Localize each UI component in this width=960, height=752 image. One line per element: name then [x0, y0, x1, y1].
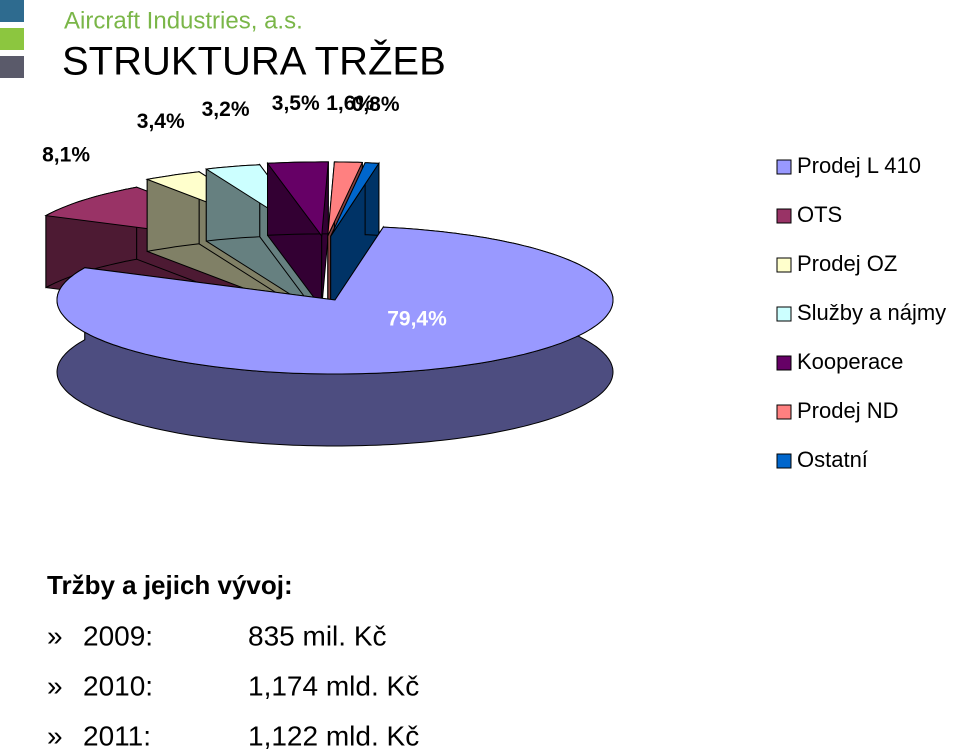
- legend-swatch: [776, 208, 792, 224]
- legend-label: Služby a nájmy: [797, 300, 946, 325]
- legend-label: Ostatní: [797, 447, 868, 472]
- data-label: 3,4%: [137, 110, 185, 133]
- slice: [56, 225, 614, 447]
- deco-square: [0, 56, 24, 78]
- slice-top: [330, 162, 380, 237]
- year: 2010:: [83, 670, 153, 701]
- year: 2009:: [83, 620, 153, 651]
- bullet: »: [47, 670, 63, 701]
- legend-label: Prodej L 410: [797, 153, 921, 178]
- amount: 835 mil. Kč: [248, 620, 387, 651]
- slice: [266, 161, 329, 310]
- year: 2011:: [83, 720, 151, 751]
- data-label: 79,4%: [387, 308, 447, 331]
- legend-swatch: [776, 355, 792, 371]
- data-label: 0,8%: [352, 93, 400, 116]
- legend-label: Kooperace: [797, 349, 903, 374]
- deco-square: [0, 0, 24, 22]
- legend-label: Prodej ND: [797, 398, 898, 423]
- legend-label: Prodej OZ: [797, 251, 897, 276]
- legend-swatch: [776, 306, 792, 322]
- legend-swatch: [776, 453, 792, 469]
- legend-swatch: [776, 159, 792, 175]
- data-label: 3,2%: [202, 98, 250, 121]
- pie-chart: 8,1% 3,4% 3,2% 3,5% 1,6%0,8% 79,4%: [42, 92, 614, 447]
- slice: [330, 161, 380, 310]
- company-name: Aircraft Industries, a.s.: [64, 7, 303, 34]
- legend-swatch: [776, 404, 792, 420]
- data-label: 8,1%: [42, 143, 90, 166]
- slide-title: STRUKTURA TRŽEB: [62, 39, 446, 84]
- data-label: 3,5%: [272, 92, 320, 115]
- bullet: »: [47, 620, 63, 651]
- bullet: »: [47, 720, 63, 751]
- amount: 1,174 mld. Kč: [248, 670, 419, 701]
- slice-top: [327, 161, 364, 237]
- notes-heading: Tržby a jejich vývoj:: [47, 570, 293, 600]
- legend-label: OTS: [797, 202, 842, 227]
- deco-square: [0, 28, 24, 50]
- data-label: 1,6%: [326, 92, 374, 115]
- legend-swatch: [776, 257, 792, 273]
- amount: 1,122 mld. Kč: [248, 720, 419, 751]
- slice-top: [56, 226, 614, 375]
- notes-list: » 2009: 835 mil. Kč » 2010: 1,174 mld. Kč » 201…: [47, 620, 419, 751]
- legend: Prodej L 410 OTS Prodej OZ Služby a nájmy Ko…: [776, 153, 946, 472]
- slice-top: [266, 161, 329, 238]
